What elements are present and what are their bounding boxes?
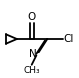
- Text: CH₃: CH₃: [23, 66, 40, 75]
- Text: N: N: [29, 49, 36, 59]
- Text: Cl: Cl: [64, 34, 74, 44]
- Text: O: O: [28, 12, 36, 22]
